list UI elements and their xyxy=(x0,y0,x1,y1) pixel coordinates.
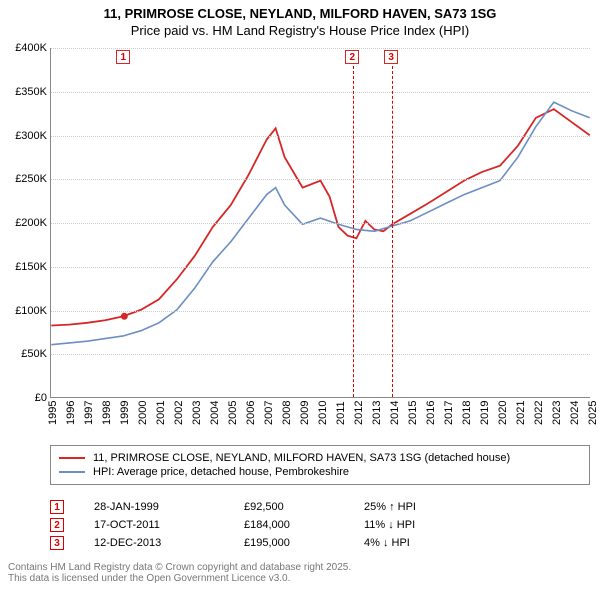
x-tick-label: 2012 xyxy=(353,401,365,425)
x-tick-label: 1995 xyxy=(47,401,59,425)
legend-item: 11, PRIMROSE CLOSE, NEYLAND, MILFORD HAV… xyxy=(59,452,581,464)
title-block: 11, PRIMROSE CLOSE, NEYLAND, MILFORD HAV… xyxy=(0,0,600,38)
grid-line xyxy=(51,179,590,180)
y-tick-label: £50K xyxy=(1,348,47,360)
x-tick-label: 2013 xyxy=(371,401,383,425)
legend-label: 11, PRIMROSE CLOSE, NEYLAND, MILFORD HAV… xyxy=(93,452,510,464)
footer-line1: Contains HM Land Registry data © Crown c… xyxy=(8,562,351,573)
tx-marker: 3 xyxy=(50,536,64,550)
x-tick-label: 2014 xyxy=(389,401,401,425)
x-tick-label: 2004 xyxy=(209,401,221,425)
tx-date: 28-JAN-1999 xyxy=(94,501,244,513)
x-tick-label: 1996 xyxy=(65,401,77,425)
grid-line xyxy=(51,354,590,355)
x-tick-label: 2008 xyxy=(281,401,293,425)
tx-price: £195,000 xyxy=(244,537,364,549)
x-tick-label: 2019 xyxy=(479,401,491,425)
marker-3: 3 xyxy=(384,50,398,64)
x-tick-label: 2018 xyxy=(461,401,473,425)
marker-line xyxy=(392,66,393,397)
x-tick-label: 2011 xyxy=(335,401,347,425)
x-tick-label: 2002 xyxy=(173,401,185,425)
x-tick-label: 2001 xyxy=(155,401,167,425)
x-tick-label: 2016 xyxy=(425,401,437,425)
title-line2: Price paid vs. HM Land Registry's House … xyxy=(0,23,600,38)
tx-marker: 2 xyxy=(50,518,64,532)
x-tick-label: 2006 xyxy=(245,401,257,425)
x-tick-label: 2022 xyxy=(533,401,545,425)
x-tick-label: 2007 xyxy=(263,401,275,425)
y-tick-label: £150K xyxy=(1,261,47,273)
x-tick-label: 2017 xyxy=(443,401,455,425)
grid-line xyxy=(51,311,590,312)
x-tick-label: 2023 xyxy=(551,401,563,425)
grid-line xyxy=(51,48,590,49)
y-tick-label: £250K xyxy=(1,173,47,185)
table-row: 1 28-JAN-1999 £92,500 25% ↑ HPI xyxy=(50,498,484,516)
y-tick-label: £100K xyxy=(1,305,47,317)
tx-date: 12-DEC-2013 xyxy=(94,537,244,549)
title-line1: 11, PRIMROSE CLOSE, NEYLAND, MILFORD HAV… xyxy=(0,6,600,21)
legend-label: HPI: Average price, detached house, Pemb… xyxy=(93,466,349,478)
marker-1: 1 xyxy=(116,50,130,64)
grid-line xyxy=(51,92,590,93)
x-tick-label: 2005 xyxy=(227,401,239,425)
x-tick-label: 1999 xyxy=(119,401,131,425)
x-tick-label: 2021 xyxy=(515,401,527,425)
legend-swatch xyxy=(59,471,85,473)
tx-hpi: 11% ↓ HPI xyxy=(364,519,484,531)
y-tick-label: £400K xyxy=(1,42,47,54)
x-tick-label: 1998 xyxy=(101,401,113,425)
x-tick-label: 2000 xyxy=(137,401,149,425)
x-tick-label: 2003 xyxy=(191,401,203,425)
tx-hpi: 25% ↑ HPI xyxy=(364,501,484,513)
footer: Contains HM Land Registry data © Crown c… xyxy=(8,562,351,584)
tx-price: £184,000 xyxy=(244,519,364,531)
y-tick-label: £200K xyxy=(1,217,47,229)
chart-area: £0£50K£100K£150K£200K£250K£300K£350K£400… xyxy=(50,48,590,398)
tx-marker: 1 xyxy=(50,500,64,514)
y-tick-label: £300K xyxy=(1,130,47,142)
x-tick-label: 2024 xyxy=(569,401,581,425)
marker-dot xyxy=(121,313,128,320)
y-tick-label: £0 xyxy=(1,392,47,404)
table-row: 3 12-DEC-2013 £195,000 4% ↓ HPI xyxy=(50,534,484,552)
y-tick-label: £350K xyxy=(1,86,47,98)
x-tick-label: 2015 xyxy=(407,401,419,425)
footer-line2: This data is licensed under the Open Gov… xyxy=(8,573,351,584)
chart-container: 11, PRIMROSE CLOSE, NEYLAND, MILFORD HAV… xyxy=(0,0,600,590)
legend-item: HPI: Average price, detached house, Pemb… xyxy=(59,466,581,478)
legend: 11, PRIMROSE CLOSE, NEYLAND, MILFORD HAV… xyxy=(50,445,590,485)
x-tick-label: 2009 xyxy=(299,401,311,425)
x-tick-label: 2025 xyxy=(587,401,599,425)
marker-line xyxy=(353,66,354,397)
tx-date: 17-OCT-2011 xyxy=(94,519,244,531)
x-tick-label: 2010 xyxy=(317,401,329,425)
grid-line xyxy=(51,267,590,268)
marker-2: 2 xyxy=(345,50,359,64)
grid-line xyxy=(51,136,590,137)
x-tick-label: 1997 xyxy=(83,401,95,425)
grid-line xyxy=(51,223,590,224)
table-row: 2 17-OCT-2011 £184,000 11% ↓ HPI xyxy=(50,516,484,534)
transactions-table: 1 28-JAN-1999 £92,500 25% ↑ HPI 2 17-OCT… xyxy=(50,498,484,552)
tx-price: £92,500 xyxy=(244,501,364,513)
tx-hpi: 4% ↓ HPI xyxy=(364,537,484,549)
x-tick-label: 2020 xyxy=(497,401,509,425)
legend-swatch xyxy=(59,457,85,459)
